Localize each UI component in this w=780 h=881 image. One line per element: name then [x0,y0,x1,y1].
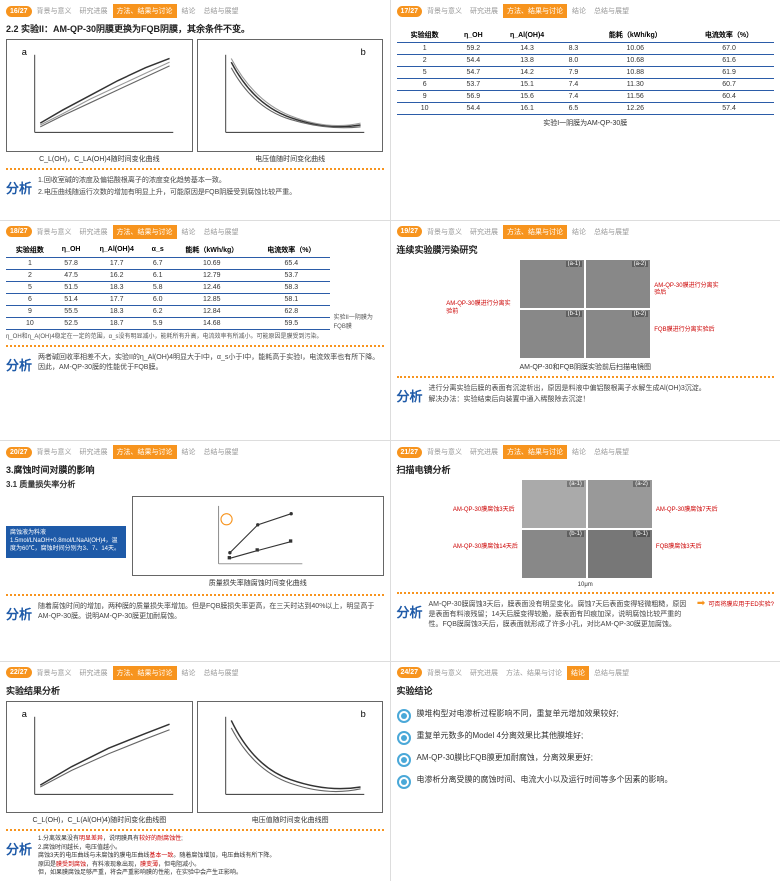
bullet-icon [397,753,411,767]
slide-19: 19/27 背景与意义 研究进展 方法、结果与讨论 结论 总结与展望 连续实验膜… [391,221,780,441]
sem-image: (b-1) [588,530,652,578]
analysis-label: 分析 [6,178,32,200]
nav-item: 总结与展望 [201,5,242,17]
info-box: 腐蚀液为料液1.5mol/LNaOH+0.8mol/LNaAl(OH)4，温度为… [6,526,126,557]
slide-17: 17/27 背景与意义 研究进展 方法、结果与讨论 结论 总结与展望 实验组数η… [391,0,780,220]
slide-16: 16/27 背景与意义 研究进展 方法、结果与讨论 结论 总结与展望 2.2 实… [0,0,390,220]
sem-image: (b-1) [520,310,584,358]
svg-text:a: a [22,47,28,57]
nav-item-active: 方法、结果与讨论 [113,4,177,18]
page-number: 18/27 [6,226,32,237]
side-label: 实验II一阴膜为FQB膜 [334,312,384,330]
analysis-label: 分析 [6,355,32,375]
sem-image: (a-2) [588,480,652,528]
svg-text:a: a [22,708,28,718]
sem-image: (b-2) [586,310,650,358]
slide-title: 2.2 实验II：AM-QP-30阴膜更换为FQB阴膜，其余条件不变。 [6,22,384,35]
sem-image: (a-2) [586,260,650,308]
chart-b-label: 电压值随时间变化曲线 [197,154,384,164]
arrow-note: ➡可否将膜应用于ED实验? [697,598,774,609]
table-caption: 实验I一阴膜为AM-QP-30膜 [397,118,775,128]
notes: 1.分离效果没有明显差异，说明膜具有较好的耐腐蚀性; 2.腐蚀时间越长，电压值越… [38,835,383,877]
conclusion-item: 重复单元数多的Model 4分离效果比其他膜堆好; [397,731,775,745]
slide-20: 20/27 背景与意义 研究进展 方法、结果与讨论 结论 总结与展望 3.腐蚀时… [0,441,390,661]
sem-image: (a-1) [522,480,586,528]
conclusion-item: 膜堆构型对电渗析过程影响不同，重复单元增加效果较好; [397,709,775,723]
note: 两者碱回收率相差不大，实验II的η_Al(OH)4明显大于I中，α_s小于I中，… [38,353,383,373]
chart-a: a C_L(OH)，C_LA(OH)4随时间变化曲线 [6,39,193,164]
note: 1.回收室碱的浓度及偏铝酸根离子的浓度变化趋势基本一致。 [38,176,383,186]
data-table: 实验组数η_OHη_Al(OH)4能耗（kWh/kg）电流效率（%） 159.2… [397,28,775,115]
bullet-icon [397,709,411,723]
svg-text:b: b [360,708,365,718]
chart-b: b 电压值随时间变化曲线 [197,39,384,164]
sem-image: (b-1) [522,530,586,578]
page-number: 17/27 [397,6,423,17]
nav: 16/27 背景与意义 研究进展 方法、结果与讨论 结论 总结与展望 [6,4,384,18]
data-table: 实验组数η_OHη_Al(OH)4α_s能耗（kWh/kg）电流效率（%） 15… [6,243,330,330]
bullet-icon [397,731,411,745]
note: η_OH和η_A(OH)4稳定在一定的范围，α_s没有明显减小，能耗所有升高，电… [6,334,384,342]
slide-24: 24/27 背景与意义 研究进展 方法、结果与讨论 结论 总结与展望 实验结论 … [391,662,780,881]
chart-a-label: C_L(OH)，C_LA(OH)4随时间变化曲线 [6,154,193,164]
conclusion-item: 电渗析分离受膜的腐蚀时间、电流大小以及运行时间等多个因素的影响。 [397,775,775,789]
sem-image: (a-1) [520,260,584,308]
slide-title: 连续实验膜污染研究 [397,243,775,256]
note: 2.电压曲线随运行次数的增加有明显上升，可能原因是FQB阴膜受到腐蚀比较严重。 [38,188,383,198]
slide-22: 22/27 背景与意义 研究进展 方法、结果与讨论 结论 总结与展望 实验结果分… [0,662,390,881]
svg-text:b: b [360,47,365,57]
nav-item: 背景与意义 [34,5,75,17]
conclusion-item: AM-QP-30膜比FQB膜更加耐腐蚀，分离效果更好; [397,753,775,767]
slide-18: 18/27 背景与意义 研究进展 方法、结果与讨论 结论 总结与展望 实验组数η… [0,221,390,441]
nav: 18/27 背景与意义 研究进展 方法、结果与讨论 结论 总结与展望 [6,225,384,239]
bullet-icon [397,775,411,789]
nav-item: 研究进展 [77,5,111,17]
nav: 17/27 背景与意义 研究进展 方法、结果与讨论 结论 总结与展望 [397,4,775,18]
nav-item: 结论 [179,5,199,17]
page-number: 16/27 [6,6,32,17]
slide-21: 21/27 背景与意义 研究进展 方法、结果与讨论 结论 总结与展望 扫描电镜分… [391,441,780,661]
